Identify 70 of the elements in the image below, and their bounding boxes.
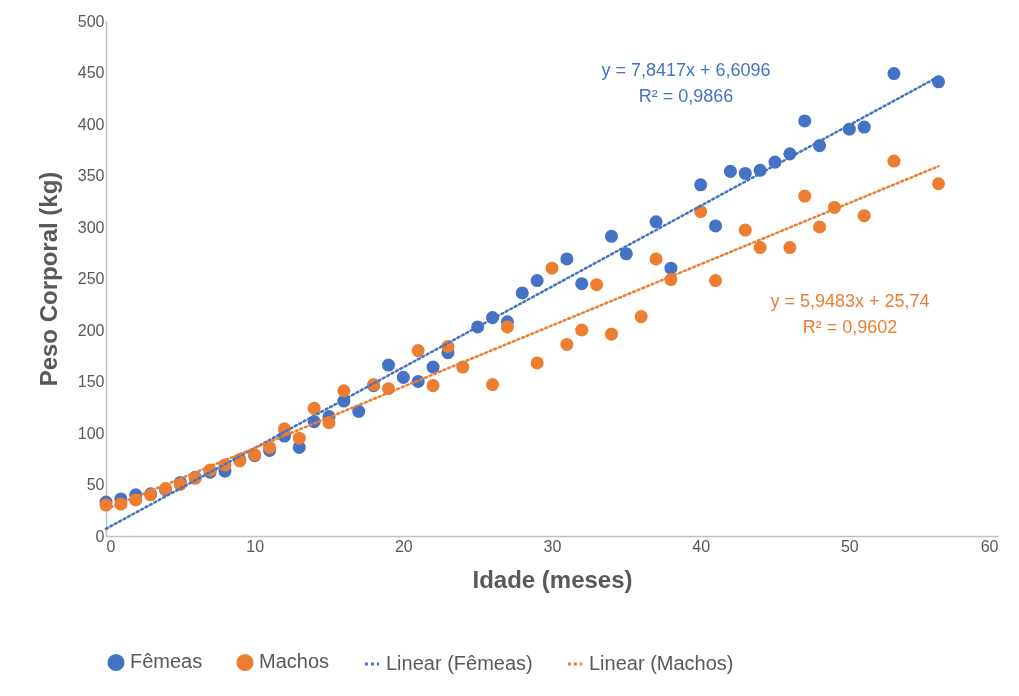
y-tick-label: 250 <box>77 270 105 287</box>
y-tick-label: 350 <box>77 167 105 184</box>
y-tick-label: 300 <box>77 218 105 236</box>
point <box>738 166 752 180</box>
point <box>545 261 559 275</box>
point <box>709 219 723 233</box>
y-tick-label: 50 <box>86 476 105 493</box>
point <box>307 401 321 415</box>
point <box>619 247 633 261</box>
x-tick-label: 50 <box>840 537 859 555</box>
point <box>515 286 529 300</box>
point <box>798 114 812 128</box>
point <box>887 67 901 81</box>
point <box>560 337 574 351</box>
y-tick-label: 200 <box>77 321 105 339</box>
annotation: R² = 0,9866 <box>638 86 734 106</box>
x-tick-label: 60 <box>980 537 999 555</box>
y-tick-label: 100 <box>77 424 105 442</box>
point <box>604 327 618 341</box>
point <box>426 379 440 393</box>
y-tick-label: 400 <box>77 115 105 133</box>
point <box>694 178 708 192</box>
y-tick-label: 450 <box>77 64 105 81</box>
point <box>575 277 589 291</box>
legend-label: Linear (Fêmeas) <box>386 652 533 674</box>
legend-label: Linear (Machos) <box>589 652 734 674</box>
point <box>530 356 544 370</box>
y-tick-label: 500 <box>77 12 105 30</box>
annotation: y = 5,9483x + 25,74 <box>770 291 930 311</box>
point <box>352 404 366 418</box>
point <box>604 229 618 243</box>
point <box>530 274 544 288</box>
point <box>857 120 871 134</box>
point <box>753 241 767 255</box>
point <box>932 177 946 191</box>
point <box>634 310 648 324</box>
legend-label: Fêmeas <box>130 650 203 673</box>
point <box>337 384 351 398</box>
point <box>723 164 737 178</box>
x-tick-label: 40 <box>692 537 711 555</box>
y-axis-title: Peso Corporal (kg) <box>34 171 62 387</box>
point <box>649 215 663 229</box>
point <box>813 220 827 234</box>
point <box>738 223 752 237</box>
point <box>649 252 663 266</box>
y-tick-label: 150 <box>77 373 105 390</box>
point <box>396 370 410 384</box>
annotation: R² = 0,9602 <box>802 317 898 337</box>
point <box>486 378 500 392</box>
point <box>887 154 901 168</box>
point <box>411 344 425 358</box>
point <box>292 431 306 445</box>
x-axis-title: Idade (meses) <box>472 565 633 593</box>
point <box>664 261 678 275</box>
point <box>798 189 812 203</box>
annotation: y = 7,8417x + 6,6096 <box>601 60 771 80</box>
point <box>575 323 589 337</box>
point <box>590 278 604 292</box>
legend-label: Machos <box>259 650 330 673</box>
point <box>857 209 871 223</box>
point <box>560 252 574 266</box>
point <box>500 320 514 334</box>
point <box>426 360 440 374</box>
point <box>381 358 395 372</box>
x-tick-label: 10 <box>246 537 265 555</box>
x-tick-label: 30 <box>543 537 562 555</box>
x-tick-label: 20 <box>394 537 413 555</box>
point <box>709 274 723 288</box>
point <box>783 241 797 255</box>
x-tick-label: 0 <box>106 537 116 555</box>
